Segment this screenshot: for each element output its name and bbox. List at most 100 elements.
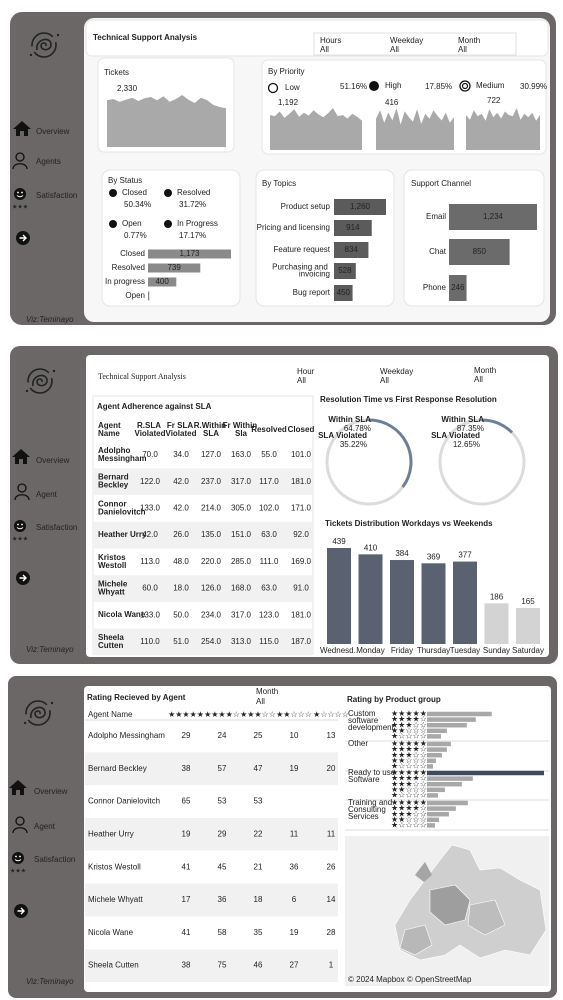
x-tick-label: Friday [391, 646, 413, 655]
nav-label[interactable]: Satisfaction [34, 855, 75, 864]
donut-within [438, 418, 526, 506]
donut-value: 35.22% [340, 440, 367, 449]
value-label: 186 [490, 592, 504, 601]
nav-arrow[interactable] [15, 570, 31, 586]
bar [148, 277, 177, 287]
agent-name: Michele Whyatt [98, 580, 130, 597]
nav-label[interactable]: Satisfaction [36, 191, 77, 200]
donut-label: Within SLA [328, 415, 371, 424]
table-cell: 25 [254, 731, 263, 740]
agent-name: Bernard Beckley [88, 764, 147, 773]
star-label: ★★★☆☆ [391, 809, 427, 818]
bar [427, 711, 492, 717]
nav-label[interactable]: Satisfaction [36, 523, 77, 532]
bar [427, 752, 442, 758]
nav-label[interactable]: Agents [36, 157, 61, 166]
table-cell: 133.0 [140, 610, 161, 619]
priority-count: 722 [487, 96, 501, 105]
star-label: ★★★★☆ [391, 774, 427, 783]
bar-label: In progress [105, 277, 145, 286]
status-share: 0.77% [124, 231, 147, 240]
priority-name: Medium [476, 81, 505, 90]
bar [427, 722, 467, 728]
table-cell: 24 [218, 731, 227, 740]
agent-name: Sheela Cutten [98, 633, 126, 650]
bar [427, 758, 436, 764]
column-header: Fr SLA Violated [166, 421, 197, 438]
table-cell: 22 [254, 830, 263, 839]
bar-label: Open [125, 291, 145, 300]
table-cell: 122.0 [140, 477, 161, 486]
agent-name: Adolpho Messingham [88, 731, 165, 740]
table-cell: 151.0 [231, 530, 252, 539]
priority-share: 17.85% [425, 82, 452, 91]
table-cell: 117.0 [259, 477, 279, 486]
table-cell: 126.0 [201, 584, 222, 593]
bar [427, 811, 449, 817]
table-cell: 29 [182, 731, 191, 740]
bar-label: Closed [120, 249, 145, 258]
bar [449, 204, 537, 230]
table-title: Agent Adherence against SLA [97, 402, 212, 411]
priority-share: 51.16% [340, 82, 367, 91]
bar [334, 199, 386, 215]
table-cell: 169.0 [291, 557, 312, 566]
table-cell: 41 [182, 862, 191, 871]
filter-label: Weekday [380, 367, 413, 376]
table-cell: 317.0 [231, 477, 252, 486]
star-label: ★★★★★ [391, 709, 427, 718]
value-label: 439 [332, 537, 346, 546]
table-cell: 11 [327, 830, 336, 839]
status-name: In Progress [177, 219, 218, 228]
nav-arrow[interactable] [13, 903, 29, 919]
table-cell: 113.0 [140, 557, 160, 566]
filter-label: Hours [320, 36, 341, 45]
nav-label[interactable]: Overview [34, 787, 68, 796]
table-cell: 18 [254, 895, 263, 904]
bar [148, 249, 231, 259]
credit: Viz:Teminayo [26, 315, 74, 324]
bar-label: Product setup [281, 202, 331, 211]
table-cell: 254.0 [201, 637, 222, 646]
bar [484, 603, 509, 644]
value-label: 246 [451, 283, 465, 292]
row-stripe [94, 628, 312, 656]
bar [427, 728, 447, 734]
filter-value: All [380, 376, 389, 385]
table-cell: 75 [218, 961, 227, 970]
donut-within [325, 418, 404, 506]
table-cell: 92.0 [293, 530, 309, 539]
nav-label[interactable]: Overview [36, 456, 70, 465]
filter-value: All [390, 45, 399, 54]
bar [427, 823, 435, 828]
donut-value: 64.78% [344, 424, 371, 433]
table-cell: 42.0 [173, 477, 189, 486]
card-title: Tickets [104, 68, 129, 77]
nav-label[interactable]: Agent [34, 822, 56, 831]
agent-name: Heather Urry [88, 830, 134, 839]
bar [334, 242, 369, 258]
star-label: ★★★☆☆ [391, 720, 427, 729]
value-label: 377 [458, 551, 472, 560]
nav-label[interactable]: Overview [36, 127, 70, 136]
nav-label[interactable]: Agent [36, 490, 58, 499]
table-cell: 91.0 [293, 584, 309, 593]
table-cell: 65 [182, 797, 191, 806]
status-name: Closed [122, 188, 147, 197]
star-label: ★☆☆☆☆ [391, 762, 427, 771]
table-cell: 53 [254, 797, 263, 806]
column-header: Closed [288, 425, 315, 434]
table-cell: 29 [218, 830, 227, 839]
table-cell: 305.0 [231, 504, 252, 513]
nav-arrow[interactable] [15, 230, 31, 246]
filter-label: Month [458, 36, 480, 45]
status-name: Open [122, 219, 142, 228]
kpi-value: 2,330 [117, 84, 138, 93]
dashboard-title: Technical Support Analysis [93, 33, 198, 42]
table-cell: 70.0 [142, 450, 158, 459]
star-label: ★★☆☆☆ [391, 756, 427, 765]
bar [390, 560, 414, 644]
topics-card [255, 169, 395, 307]
value-label: 369 [427, 552, 441, 561]
